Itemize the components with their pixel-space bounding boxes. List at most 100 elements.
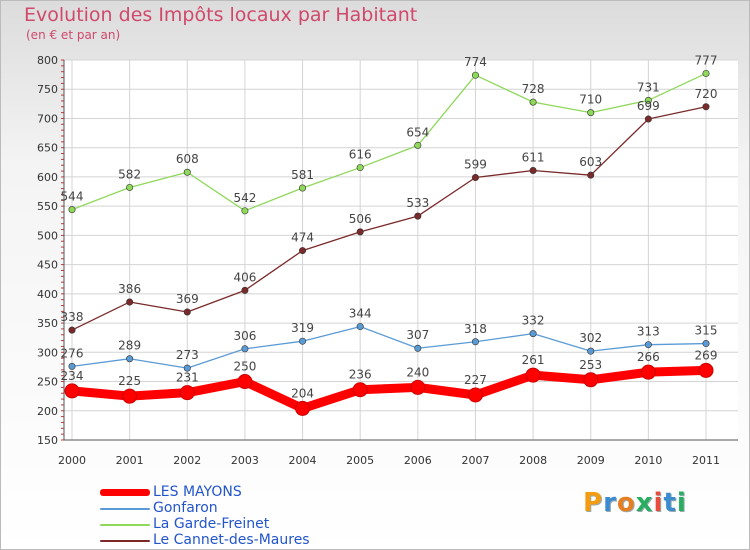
series-line xyxy=(67,365,711,413)
data-point xyxy=(356,228,364,236)
data-label: 306 xyxy=(233,329,256,343)
data-point xyxy=(68,362,76,370)
data-point xyxy=(241,345,249,353)
logo-letter: P xyxy=(583,488,604,518)
data-point xyxy=(587,109,595,117)
chart-title: Evolution des Impôts locaux par Habitant xyxy=(24,4,418,26)
data-point xyxy=(644,96,652,104)
data-label: 406 xyxy=(233,270,256,284)
data-point xyxy=(126,355,134,363)
data-label: 338 xyxy=(61,310,84,324)
proxiti-logo: Proxiti xyxy=(583,488,687,518)
data-label: 777 xyxy=(695,53,718,67)
y-tick-label: 450 xyxy=(37,259,58,272)
data-label: 231 xyxy=(176,371,199,385)
data-label: 616 xyxy=(349,148,372,162)
data-label: 319 xyxy=(291,321,314,335)
logo-letter: i xyxy=(676,488,687,518)
x-tick-label: 2011 xyxy=(692,454,720,467)
legend-label-gonfaron: Gonfaron xyxy=(153,500,218,516)
data-label: 234 xyxy=(61,369,84,383)
series-line xyxy=(71,325,707,369)
data-label: 253 xyxy=(579,358,602,372)
y-tick-label: 550 xyxy=(37,200,58,213)
y-tick-label: 650 xyxy=(37,142,58,155)
data-point xyxy=(68,326,76,334)
data-point xyxy=(414,344,422,352)
data-label: 608 xyxy=(176,152,199,166)
data-point xyxy=(698,362,714,378)
data-label: 533 xyxy=(406,196,429,210)
logo-letter: i xyxy=(653,488,664,518)
y-tick-label: 750 xyxy=(37,83,58,96)
data-label: 307 xyxy=(406,328,429,342)
data-point xyxy=(471,71,479,79)
data-point xyxy=(702,69,710,77)
data-point xyxy=(414,212,422,220)
legend-label-le-cannet-des-maures: Le Cannet-des-Maures xyxy=(153,532,310,548)
data-point xyxy=(179,385,195,401)
data-label: 227 xyxy=(464,373,487,387)
data-point xyxy=(241,207,249,215)
x-tick-label: 2001 xyxy=(116,454,144,467)
data-label: 266 xyxy=(637,350,660,364)
data-point xyxy=(68,206,76,214)
chart-subtitle: (en € et par an) xyxy=(26,28,121,42)
y-tick-label: 350 xyxy=(37,317,58,330)
data-point xyxy=(644,115,652,123)
data-point xyxy=(583,372,599,388)
x-tick-label: 2007 xyxy=(461,454,489,467)
data-label: 273 xyxy=(176,348,199,362)
series-line xyxy=(71,72,707,212)
data-point xyxy=(126,298,134,306)
data-label: 599 xyxy=(464,158,487,172)
y-tick-label: 600 xyxy=(37,171,58,184)
data-point xyxy=(467,387,483,403)
legend-label-la-garde-freinet: La Garde-Freinet xyxy=(153,516,270,532)
data-point xyxy=(295,400,311,416)
y-tick-label: 200 xyxy=(37,405,58,418)
data-point xyxy=(525,367,541,383)
legend-swatch-gonfaron xyxy=(100,508,150,510)
data-point xyxy=(126,183,134,191)
data-label: 332 xyxy=(522,314,545,328)
data-point xyxy=(356,164,364,172)
data-label: 544 xyxy=(61,190,84,204)
logo-letter: t xyxy=(663,488,677,518)
legend-swatch-les-mayons xyxy=(100,489,150,496)
x-tick-label: 2010 xyxy=(634,454,662,467)
x-tick-label: 2002 xyxy=(173,454,201,467)
data-point xyxy=(414,141,422,149)
data-label: 654 xyxy=(406,125,429,139)
data-point xyxy=(64,383,80,399)
y-tick-label: 700 xyxy=(37,112,58,125)
plot-area xyxy=(64,60,738,440)
data-label: 542 xyxy=(233,191,256,205)
data-label: 720 xyxy=(695,87,718,101)
data-label: 582 xyxy=(118,167,141,181)
data-label: 315 xyxy=(695,324,718,338)
data-point xyxy=(183,308,191,316)
data-label: 386 xyxy=(118,282,141,296)
y-tick-label: 250 xyxy=(37,376,58,389)
data-point xyxy=(640,364,656,380)
data-label: 250 xyxy=(233,360,256,374)
y-tick-label: 800 xyxy=(37,54,58,67)
logo-letter: o xyxy=(616,488,636,518)
legend-swatch-le-cannet-des-maures xyxy=(100,540,150,542)
x-tick-label: 2009 xyxy=(577,454,605,467)
y-tick-label: 500 xyxy=(37,229,58,242)
x-tick-label: 2004 xyxy=(289,454,317,467)
data-label: 269 xyxy=(695,348,718,362)
data-label: 369 xyxy=(176,292,199,306)
data-label: 474 xyxy=(291,231,314,245)
data-label: 611 xyxy=(522,150,545,164)
data-label: 731 xyxy=(637,80,660,94)
data-point xyxy=(183,364,191,372)
data-point xyxy=(122,388,138,404)
x-tick-label: 2005 xyxy=(346,454,374,467)
data-point xyxy=(529,166,537,174)
data-label: 710 xyxy=(579,93,602,107)
data-label: 506 xyxy=(349,212,372,226)
